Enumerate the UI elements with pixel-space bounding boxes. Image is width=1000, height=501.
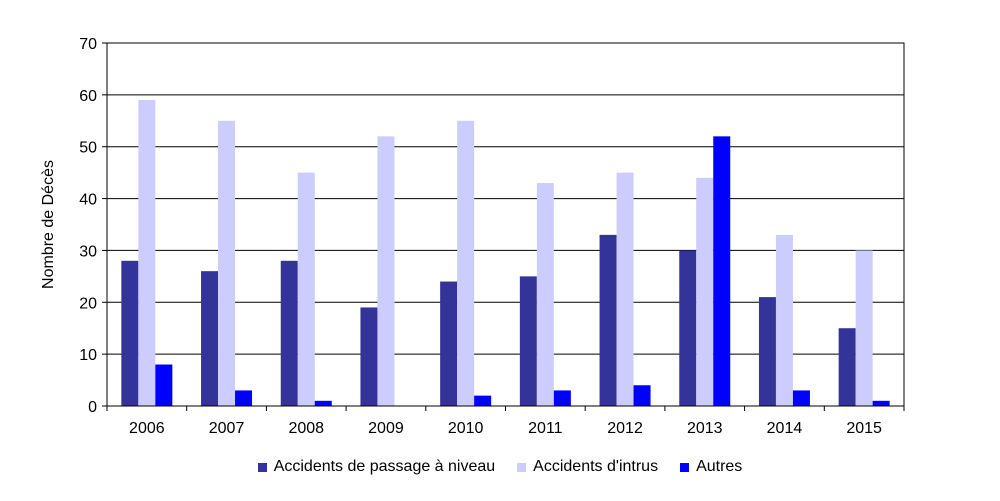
axes xyxy=(106,42,905,407)
bar-2011-series-2 xyxy=(553,390,571,406)
y-tick-label: 10 xyxy=(79,347,97,364)
bar-2014-series-2 xyxy=(792,390,810,406)
legend-item-series-1: Accidents d'intrus xyxy=(517,458,658,476)
plot-frame xyxy=(106,42,905,407)
x-tick-label: 2014 xyxy=(767,420,803,437)
x-tick-label: 2006 xyxy=(129,420,165,437)
legend-swatch-series-1 xyxy=(517,462,527,472)
y-axis-label: Nombre de Décès xyxy=(40,160,57,289)
bar-2007-series-1 xyxy=(218,120,236,407)
legend: Accidents de passage à niveau Accidents … xyxy=(0,458,1000,476)
legend-item-series-0: Accidents de passage à niveau xyxy=(257,458,496,476)
x-tick-label: 2008 xyxy=(288,420,324,437)
bar-2006-series-0 xyxy=(121,260,139,406)
bar-2013-series-1 xyxy=(696,177,714,406)
bar-2010-series-0 xyxy=(440,281,458,406)
bar-2008-series-2 xyxy=(314,400,332,406)
bar-2012-series-0 xyxy=(599,234,617,406)
bar-2010-series-2 xyxy=(474,395,492,406)
x-tick-label: 2015 xyxy=(846,420,882,437)
legend-item-series-2: Autres xyxy=(680,458,742,476)
bar-2007-series-2 xyxy=(235,390,253,406)
bar-2014-series-1 xyxy=(775,234,793,406)
bar-2008-series-1 xyxy=(297,172,315,406)
x-tick-label: 2013 xyxy=(687,420,723,437)
x-tick-labels: 2006 2007 2008 2009 2010 2011 2012 2013 2014 2015 xyxy=(129,420,882,437)
bar-2013-series-0 xyxy=(679,250,697,406)
bar-2011-series-1 xyxy=(536,183,554,406)
bars xyxy=(121,100,890,407)
bar-2015-series-2 xyxy=(872,400,890,406)
bar-2012-series-2 xyxy=(633,385,651,406)
bar-2012-series-1 xyxy=(616,172,634,406)
y-tick-label: 20 xyxy=(79,295,97,312)
bar-2014-series-0 xyxy=(758,297,776,406)
legend-swatch-series-0 xyxy=(257,462,267,472)
legend-label-series-2: Autres xyxy=(696,458,743,475)
y-tick-label: 50 xyxy=(79,140,97,157)
bar-2015-series-0 xyxy=(838,328,856,406)
y-tick-label: 30 xyxy=(79,243,97,260)
bar-2008-series-0 xyxy=(280,260,298,406)
y-tick-label: 70 xyxy=(79,36,97,53)
bar-2011-series-0 xyxy=(519,276,537,406)
y-tick-label: 0 xyxy=(88,399,97,416)
bar-2006-series-1 xyxy=(138,100,156,407)
bar-2010-series-1 xyxy=(457,120,475,407)
legend-label-series-0: Accidents de passage à niveau xyxy=(273,458,496,475)
bar-2007-series-0 xyxy=(201,271,219,406)
y-tick-label: 60 xyxy=(79,88,97,105)
x-tick-label: 2012 xyxy=(607,420,643,437)
bar-2009-series-1 xyxy=(377,136,395,407)
y-tick-label: 40 xyxy=(79,192,97,209)
x-tick-label: 2011 xyxy=(528,420,563,437)
y-tick-labels: 0 10 20 30 40 50 60 70 xyxy=(79,36,97,416)
bar-2006-series-2 xyxy=(155,364,173,406)
bar-2009-series-0 xyxy=(360,307,378,406)
x-tick-label: 2009 xyxy=(368,420,404,437)
x-tick-label: 2007 xyxy=(209,420,245,437)
legend-label-series-1: Accidents d'intrus xyxy=(533,458,659,475)
legend-swatch-series-2 xyxy=(680,462,690,472)
bar-2015-series-1 xyxy=(855,250,873,406)
x-tick-label: 2010 xyxy=(448,420,484,437)
bar-2013-series-2 xyxy=(713,136,731,407)
